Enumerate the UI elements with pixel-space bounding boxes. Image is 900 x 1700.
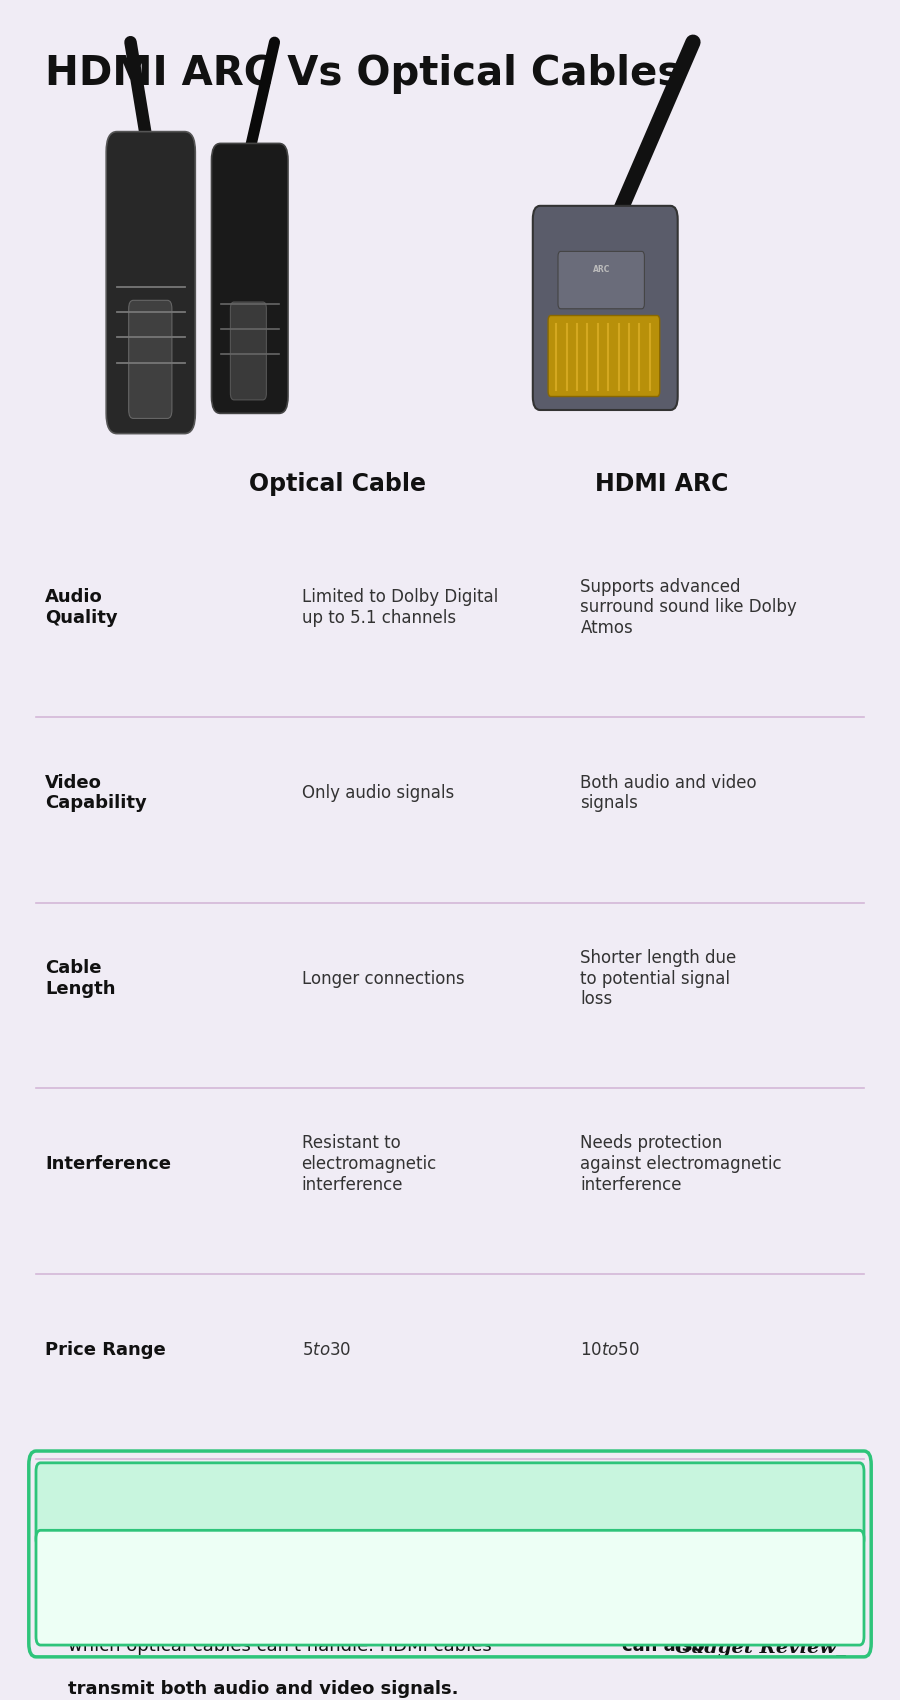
Text: Video
Capability: Video Capability [45,774,147,813]
Text: Resistant to
electromagnetic
interference: Resistant to electromagnetic interferenc… [302,1134,436,1193]
Text: which optical cables can't handle. HDMI cables: which optical cables can't handle. HDMI … [68,1637,497,1654]
Text: Price Range: Price Range [45,1341,166,1358]
FancyBboxPatch shape [212,143,288,413]
Text: $10 to $50: $10 to $50 [580,1341,641,1358]
Text: Cable
Length: Cable Length [45,959,115,998]
Text: can also: can also [622,1637,705,1654]
FancyBboxPatch shape [129,301,172,418]
Text: HDMI ARC Vs Optical Cables: HDMI ARC Vs Optical Cables [45,54,681,94]
Text: WINNER: HDMI ARC: WINNER: HDMI ARC [68,1479,327,1504]
Text: by supporting a wider: by supporting a wider [507,1549,710,1567]
FancyBboxPatch shape [36,1530,864,1646]
Text: offers: offers [138,1549,201,1567]
Text: Supports advanced
surround sound like Dolby
Atmos: Supports advanced surround sound like Do… [580,578,797,638]
Text: range of advanced audio formats, including Dolby Atmos,: range of advanced audio formats, includi… [68,1593,588,1612]
Text: Optical Cable: Optical Cable [249,473,426,496]
FancyBboxPatch shape [558,252,644,309]
Text: Needs protection
against electromagnetic
interference: Needs protection against electromagnetic… [580,1134,782,1193]
Text: Interference: Interference [45,1156,171,1173]
Text: Gadget Review_: Gadget Review_ [675,1639,846,1658]
Text: Shorter length due
to potential signal
loss: Shorter length due to potential signal l… [580,949,737,1008]
FancyBboxPatch shape [548,316,660,396]
Text: transmit both audio and video signals.: transmit both audio and video signals. [68,1681,458,1698]
Text: Audio
Quality: Audio Quality [45,588,118,627]
Text: HDMI ARC: HDMI ARC [595,473,728,496]
FancyBboxPatch shape [533,206,678,410]
Text: superior audio quality: superior audio quality [219,1549,442,1567]
Text: Limited to Dolby Digital
up to 5.1 channels: Limited to Dolby Digital up to 5.1 chann… [302,588,498,627]
FancyBboxPatch shape [36,1462,864,1547]
Text: $5 to $30: $5 to $30 [302,1341,351,1358]
FancyBboxPatch shape [230,303,266,399]
Text: ARC: ARC [592,265,610,274]
Text: Longer connections: Longer connections [302,969,464,988]
Text: Both audio and video
signals: Both audio and video signals [580,774,757,813]
Text: Only audio signals: Only audio signals [302,784,454,802]
Text: HDMI: HDMI [68,1549,122,1567]
FancyBboxPatch shape [106,131,195,434]
